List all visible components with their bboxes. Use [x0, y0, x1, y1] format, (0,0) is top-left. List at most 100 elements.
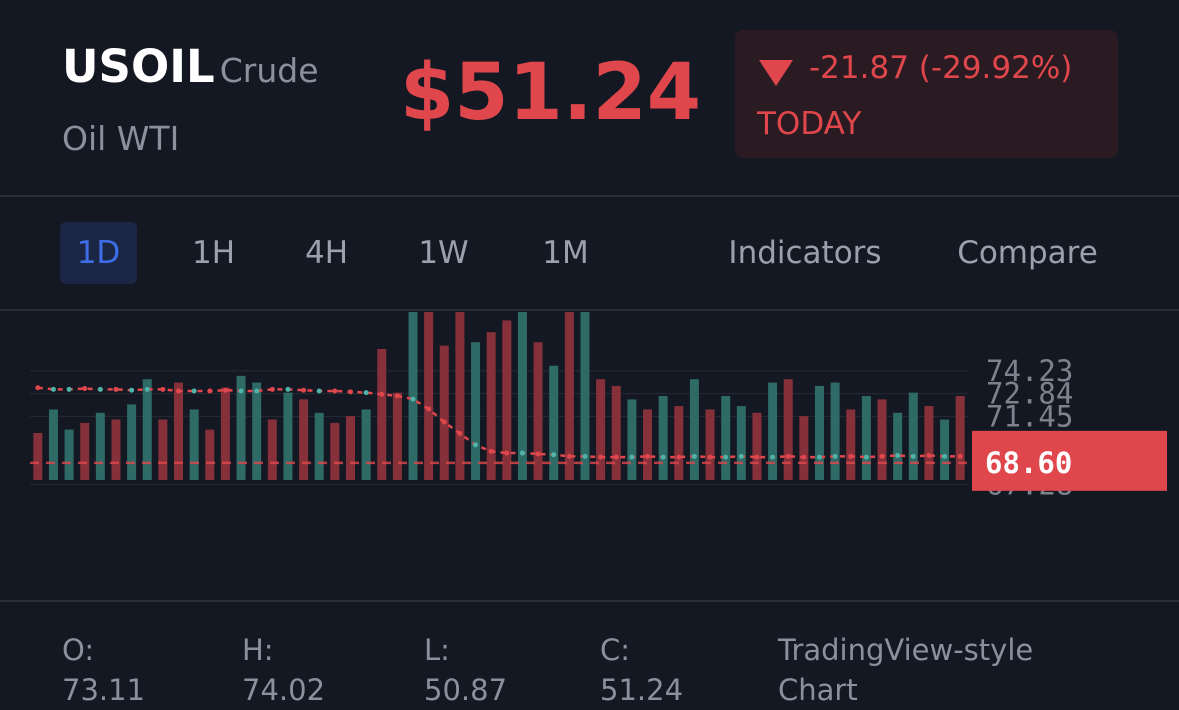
price-point — [82, 386, 88, 392]
price-point — [645, 453, 651, 459]
volume-bar — [783, 379, 793, 480]
volume-bar — [814, 385, 824, 480]
price-point — [222, 387, 228, 393]
volume-bar — [95, 412, 105, 480]
price-point — [816, 454, 822, 460]
ohlc-value: 50.87 — [424, 673, 508, 707]
tab[interactable]: 1M — [542, 235, 589, 271]
volume-bar — [658, 396, 668, 480]
price-point — [754, 454, 760, 460]
volume-bar — [392, 392, 402, 480]
price-point — [238, 388, 244, 394]
volume-bar — [861, 396, 871, 480]
y-tick-label: 74.23 — [986, 354, 1073, 388]
price-point — [629, 454, 635, 460]
price-point — [957, 453, 963, 459]
price-point — [129, 387, 135, 393]
volume-bar — [174, 382, 184, 480]
separator — [0, 195, 1179, 197]
period: TODAY — [757, 106, 862, 142]
ohlc-value: 51.24 — [600, 673, 684, 707]
volume-bar — [158, 419, 168, 480]
volume-bar — [267, 419, 277, 480]
volume-bar — [908, 392, 918, 480]
price-point — [285, 386, 291, 392]
volume-bar — [674, 406, 684, 480]
price-point — [551, 452, 557, 458]
price-point — [504, 450, 510, 456]
price-point — [301, 387, 307, 393]
ohlc-label: L: — [424, 633, 450, 667]
volume-bar — [205, 429, 215, 480]
volume-bar — [471, 342, 481, 480]
price-point — [598, 454, 604, 460]
tab[interactable]: 1W — [418, 235, 469, 271]
volume-bar — [502, 320, 512, 480]
price-line — [37, 386, 961, 459]
last-price-label: 68.60 — [985, 446, 1072, 480]
price-point — [410, 396, 416, 402]
tab[interactable]: 1H — [191, 235, 236, 271]
price-point — [613, 454, 619, 460]
volume-bar — [252, 382, 262, 480]
volume-bar — [377, 348, 387, 480]
ohlc-label: C: — [600, 633, 631, 667]
price-point — [832, 453, 838, 459]
price-point — [738, 453, 744, 459]
price-point — [379, 391, 385, 397]
price-point — [176, 388, 182, 394]
volume-bar — [596, 379, 606, 480]
volume-bar — [220, 387, 230, 480]
ohlc-item: L: 50.87 — [424, 630, 507, 710]
volume-bar — [564, 312, 574, 480]
volume-bar — [189, 409, 199, 480]
price: $51.24 — [400, 48, 701, 138]
tab[interactable]: 4H — [304, 235, 349, 271]
volume-bar — [705, 409, 715, 480]
volume-bar — [955, 396, 965, 480]
volume-bar — [299, 399, 309, 480]
volume-bar — [533, 342, 543, 480]
price-point — [801, 454, 807, 460]
price-point — [66, 386, 72, 392]
volume-bar — [455, 312, 465, 480]
price-point — [160, 386, 166, 392]
tab[interactable]: 1D — [60, 222, 137, 284]
indicators-button[interactable]: Indicators — [728, 235, 882, 271]
volume-bar — [752, 412, 762, 480]
volume-bar — [283, 392, 293, 480]
price-point — [691, 453, 697, 459]
price-point — [332, 388, 338, 394]
price-point — [723, 454, 729, 460]
price-point — [863, 454, 869, 460]
volume-bar — [549, 365, 559, 480]
price-point — [519, 450, 525, 456]
volume-bar — [877, 399, 887, 480]
volume-bar — [940, 419, 950, 480]
y-tick-label: 72.84 — [986, 377, 1073, 411]
price-point — [473, 442, 479, 448]
price-point — [707, 454, 713, 460]
price-point — [316, 388, 322, 394]
ohlc-item: O: 73.11 — [62, 630, 145, 710]
volume-bar — [893, 412, 903, 480]
volume-bar — [799, 416, 809, 480]
separator — [0, 600, 1179, 602]
price-point — [97, 386, 103, 392]
volume-bar — [627, 399, 637, 480]
footer-note: TradingView-style Chart — [778, 633, 1034, 707]
price-point — [441, 419, 447, 425]
volume-bar — [361, 409, 371, 480]
volume-bar — [830, 382, 840, 480]
last-price-box — [972, 430, 1167, 491]
ohlc-value: 73.11 — [62, 673, 146, 707]
price-point — [426, 406, 432, 412]
symbol: USOIL — [62, 40, 215, 93]
volume-bar — [424, 312, 434, 480]
volume-bar — [236, 375, 246, 480]
compare-button[interactable]: Compare — [957, 235, 1098, 271]
volume-bar — [64, 429, 74, 480]
volume-bar — [142, 379, 152, 480]
